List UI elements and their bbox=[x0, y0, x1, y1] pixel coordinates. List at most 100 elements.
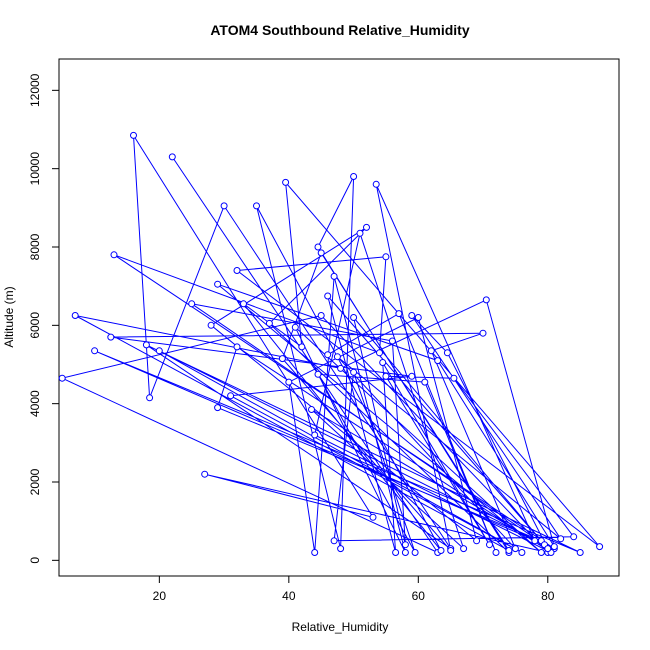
data-point bbox=[401, 549, 409, 556]
y-tick-label: 6000 bbox=[28, 312, 42, 339]
data-point bbox=[421, 378, 429, 386]
data-point bbox=[395, 310, 403, 318]
data-point bbox=[317, 249, 325, 257]
data-point bbox=[434, 357, 442, 365]
chart-title: ATOM4 Southbound Relative_Humidity bbox=[210, 22, 469, 38]
data-point bbox=[369, 513, 377, 521]
data-point bbox=[379, 359, 387, 366]
data-point bbox=[240, 300, 247, 308]
data-point bbox=[350, 314, 358, 321]
data-point bbox=[110, 251, 118, 259]
series-line bbox=[60, 135, 600, 554]
data-point bbox=[479, 329, 487, 337]
data-point bbox=[168, 153, 176, 161]
data-point bbox=[382, 372, 390, 380]
data-point bbox=[356, 229, 364, 237]
data-point bbox=[511, 545, 519, 553]
data-point bbox=[414, 314, 422, 321]
data-point bbox=[265, 319, 273, 327]
data-point bbox=[408, 372, 416, 380]
data-point bbox=[314, 370, 322, 378]
x-axis: 20 40 60 80 bbox=[153, 575, 555, 603]
data-point bbox=[107, 333, 115, 341]
data-point bbox=[337, 364, 345, 372]
data-point bbox=[531, 537, 539, 545]
data-point bbox=[518, 549, 526, 556]
data-point bbox=[330, 537, 338, 545]
data-point bbox=[576, 549, 584, 556]
data-point bbox=[363, 223, 370, 231]
y-tick-label: 10000 bbox=[28, 152, 42, 186]
data-point bbox=[58, 374, 66, 382]
data-point bbox=[482, 296, 490, 304]
x-tick-label: 40 bbox=[282, 589, 296, 603]
data-point bbox=[314, 243, 322, 251]
data-point bbox=[291, 323, 299, 331]
data-point bbox=[350, 368, 358, 376]
data-point bbox=[550, 543, 558, 551]
data-point bbox=[372, 180, 380, 188]
data-point bbox=[91, 347, 99, 355]
data-point bbox=[253, 202, 260, 210]
data-point bbox=[437, 547, 445, 554]
data-point bbox=[298, 343, 306, 351]
data-point bbox=[460, 545, 468, 553]
data-point bbox=[214, 404, 222, 412]
data-point bbox=[308, 406, 315, 413]
data-point bbox=[333, 353, 341, 361]
data-point bbox=[492, 549, 500, 556]
data-point bbox=[324, 351, 332, 359]
data-point bbox=[311, 549, 319, 556]
data-point bbox=[408, 312, 416, 319]
data-point bbox=[142, 341, 150, 349]
data-point bbox=[596, 543, 604, 551]
y-tick-label: 8000 bbox=[28, 233, 42, 260]
data-point bbox=[214, 280, 222, 288]
data-point bbox=[285, 378, 293, 386]
data-point bbox=[337, 545, 345, 553]
data-point bbox=[382, 253, 390, 261]
data-point bbox=[392, 549, 400, 556]
data-point bbox=[443, 349, 451, 357]
data-point bbox=[376, 349, 383, 357]
data-point bbox=[411, 549, 419, 556]
data-point bbox=[505, 547, 513, 554]
data-point bbox=[130, 131, 137, 139]
data-point bbox=[227, 392, 235, 400]
x-tick-label: 20 bbox=[153, 589, 167, 603]
data-point bbox=[570, 533, 578, 541]
data-point bbox=[473, 537, 481, 545]
x-axis-label: Relative_Humidity bbox=[292, 620, 389, 634]
y-tick-label: 12000 bbox=[28, 73, 42, 107]
data-point bbox=[207, 321, 215, 329]
data-point bbox=[324, 292, 332, 300]
x-tick-label: 80 bbox=[541, 589, 555, 603]
data-point bbox=[188, 300, 196, 308]
data-point bbox=[447, 547, 455, 554]
data-point bbox=[401, 541, 409, 549]
data-point bbox=[71, 312, 79, 319]
data-point bbox=[330, 272, 338, 280]
data-point bbox=[557, 535, 565, 543]
data-point bbox=[282, 178, 290, 186]
data-point bbox=[155, 347, 163, 355]
y-tick-label: 0 bbox=[28, 557, 42, 564]
data-point bbox=[388, 337, 396, 345]
data-point bbox=[220, 202, 228, 210]
data-point bbox=[233, 267, 241, 274]
data-point bbox=[450, 374, 458, 382]
y-tick-label: 2000 bbox=[28, 468, 42, 495]
data-point bbox=[350, 173, 358, 180]
data-point bbox=[311, 431, 319, 439]
y-tick-label: 4000 bbox=[28, 390, 42, 417]
data-point bbox=[233, 343, 241, 351]
y-axis: 0 2000 4000 6000 8000 10000 12000 bbox=[28, 73, 60, 564]
data-point bbox=[317, 312, 325, 319]
data-point bbox=[537, 549, 545, 556]
series-trace bbox=[58, 131, 604, 556]
y-axis-label: Altitude (m) bbox=[2, 286, 16, 347]
data-point bbox=[146, 394, 154, 402]
data-point bbox=[278, 355, 286, 363]
data-point bbox=[427, 347, 435, 355]
